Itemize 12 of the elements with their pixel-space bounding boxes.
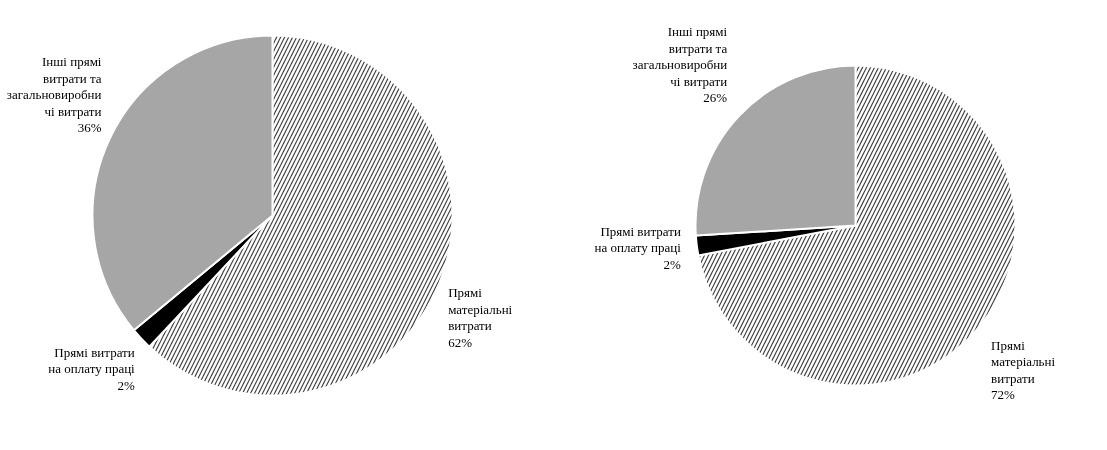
data-label: 26%	[703, 90, 728, 106]
slice-label: Прямі витрати на оплату праці	[594, 223, 682, 256]
data-label: 62%	[448, 334, 473, 350]
slice-label: Інші прямі витрати та загальновиробни чі витрати	[632, 24, 728, 89]
slice-label: Прямі матеріальні витрати	[991, 337, 1056, 386]
data-label: 2%	[663, 256, 682, 272]
slice-label: Прямі матеріальні витрати	[448, 285, 513, 334]
data-label: 36%	[77, 120, 102, 136]
slice-label: Інші прямі витрати та загальновиробни чі витрати	[6, 54, 102, 119]
data-label: 2%	[117, 377, 135, 393]
data-label: 72%	[991, 387, 1016, 403]
slice-label: Прямі витрати на оплату праці	[48, 344, 136, 377]
